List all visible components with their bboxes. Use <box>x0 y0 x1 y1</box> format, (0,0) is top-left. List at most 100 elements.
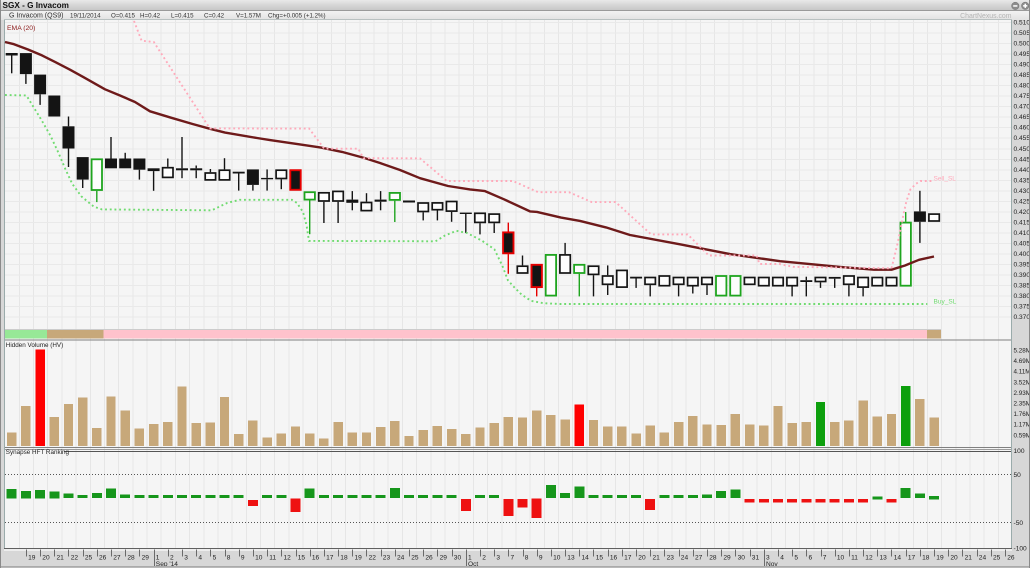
svg-text:0.455: 0.455 <box>1014 135 1030 142</box>
svg-text:16: 16 <box>312 554 320 561</box>
svg-text:G Invacom (QS9): G Invacom (QS9) <box>9 13 63 20</box>
svg-text:0.490: 0.490 <box>1014 62 1030 69</box>
svg-text:9: 9 <box>539 554 543 561</box>
svg-text:SGX - G Invacom: SGX - G Invacom <box>3 1 69 10</box>
svg-text:2.35M: 2.35M <box>1014 401 1030 408</box>
svg-text:-100: -100 <box>1014 546 1028 553</box>
svg-text:0.505: 0.505 <box>1014 30 1030 37</box>
svg-text:0.385: 0.385 <box>1014 283 1030 290</box>
svg-text:4: 4 <box>780 554 784 561</box>
svg-text:27: 27 <box>113 554 121 561</box>
svg-text:21: 21 <box>57 554 65 561</box>
svg-text:13: 13 <box>567 554 575 561</box>
svg-text:2: 2 <box>170 554 174 561</box>
svg-text:26: 26 <box>99 554 107 561</box>
svg-text:21: 21 <box>653 554 661 561</box>
svg-text:5: 5 <box>213 554 217 561</box>
svg-text:18: 18 <box>340 554 348 561</box>
svg-text:0.465: 0.465 <box>1014 114 1030 121</box>
svg-text:0.500: 0.500 <box>1014 41 1030 48</box>
svg-text:25: 25 <box>411 554 419 561</box>
svg-text:H=0.42: H=0.42 <box>140 12 161 19</box>
svg-text:-50: -50 <box>1014 520 1024 527</box>
svg-text:3: 3 <box>496 554 500 561</box>
svg-text:23: 23 <box>667 554 675 561</box>
svg-text:8: 8 <box>227 554 231 561</box>
svg-text:0.430: 0.430 <box>1014 188 1030 195</box>
svg-text:29: 29 <box>142 554 150 561</box>
svg-text:2: 2 <box>482 554 486 561</box>
svg-text:25: 25 <box>993 554 1001 561</box>
svg-text:12: 12 <box>865 554 873 561</box>
svg-text:Sell_SL: Sell_SL <box>934 175 957 182</box>
svg-text:0.390: 0.390 <box>1014 272 1030 279</box>
svg-text:0.380: 0.380 <box>1014 293 1030 300</box>
svg-text:1: 1 <box>156 554 160 561</box>
svg-text:0.450: 0.450 <box>1014 146 1030 153</box>
svg-text:11: 11 <box>269 554 276 561</box>
svg-text:0.445: 0.445 <box>1014 156 1030 163</box>
svg-text:Nov: Nov <box>766 561 778 568</box>
svg-text:25: 25 <box>85 554 93 561</box>
svg-text:0.405: 0.405 <box>1014 241 1030 248</box>
svg-text:0.370: 0.370 <box>1014 314 1030 321</box>
svg-text:1.76M: 1.76M <box>1014 411 1030 418</box>
svg-text:24: 24 <box>397 554 405 561</box>
svg-text:ChartNexus.com: ChartNexus.com <box>960 13 1012 20</box>
svg-text:3.52M: 3.52M <box>1014 379 1030 386</box>
svg-text:0.495: 0.495 <box>1014 51 1030 58</box>
svg-text:0.475: 0.475 <box>1014 93 1030 100</box>
svg-text:3: 3 <box>184 554 188 561</box>
svg-text:5.28M: 5.28M <box>1014 348 1030 355</box>
svg-text:8: 8 <box>525 554 529 561</box>
svg-text:0.420: 0.420 <box>1014 209 1030 216</box>
svg-text:14: 14 <box>894 554 902 561</box>
svg-text:Synapse HFT Ranking: Synapse HFT Ranking <box>6 449 70 456</box>
svg-text:28: 28 <box>709 554 717 561</box>
svg-text:O=0.415: O=0.415 <box>111 12 135 19</box>
svg-text:24: 24 <box>979 554 987 561</box>
svg-text:0.460: 0.460 <box>1014 125 1030 132</box>
svg-text:50: 50 <box>1014 472 1022 479</box>
svg-text:0.410: 0.410 <box>1014 230 1030 237</box>
svg-text:Hidden Volume (HV): Hidden Volume (HV) <box>6 342 63 349</box>
svg-text:20: 20 <box>638 554 646 561</box>
svg-text:12: 12 <box>284 554 292 561</box>
svg-text:17: 17 <box>908 554 916 561</box>
svg-text:19: 19 <box>936 554 944 561</box>
svg-text:6: 6 <box>809 554 813 561</box>
svg-text:30: 30 <box>738 554 746 561</box>
svg-text:0.59M: 0.59M <box>1014 432 1030 439</box>
svg-text:11: 11 <box>851 554 858 561</box>
svg-text:16: 16 <box>610 554 618 561</box>
svg-text:22: 22 <box>71 554 79 561</box>
svg-text:0.415: 0.415 <box>1014 219 1030 226</box>
svg-text:24: 24 <box>681 554 689 561</box>
svg-text:Chg=+0.005 (+1.2%): Chg=+0.005 (+1.2%) <box>268 12 326 19</box>
svg-text:5: 5 <box>794 554 798 561</box>
svg-text:19: 19 <box>28 554 36 561</box>
svg-text:L=0.415: L=0.415 <box>171 12 194 19</box>
svg-text:C=0.42: C=0.42 <box>204 12 225 19</box>
svg-text:EMA (20): EMA (20) <box>7 25 35 32</box>
svg-text:20: 20 <box>42 554 50 561</box>
svg-text:7: 7 <box>823 554 827 561</box>
svg-text:0.435: 0.435 <box>1014 177 1030 184</box>
svg-text:26: 26 <box>425 554 433 561</box>
svg-text:10: 10 <box>553 554 561 561</box>
svg-text:4.11M: 4.11M <box>1014 369 1030 376</box>
svg-text:4.69M: 4.69M <box>1014 358 1030 365</box>
svg-text:1.17M: 1.17M <box>1014 422 1030 429</box>
svg-text:29: 29 <box>723 554 731 561</box>
svg-text:10: 10 <box>255 554 263 561</box>
svg-text:V=1.57M: V=1.57M <box>236 12 261 19</box>
svg-text:3: 3 <box>766 554 770 561</box>
svg-text:26: 26 <box>1007 554 1015 561</box>
svg-text:23: 23 <box>383 554 391 561</box>
svg-text:13: 13 <box>880 554 888 561</box>
svg-text:21: 21 <box>965 554 973 561</box>
svg-text:7: 7 <box>511 554 515 561</box>
svg-text:Oct: Oct <box>468 561 478 568</box>
svg-text:Sep '14: Sep '14 <box>156 561 178 568</box>
svg-text:2.93M: 2.93M <box>1014 390 1030 397</box>
